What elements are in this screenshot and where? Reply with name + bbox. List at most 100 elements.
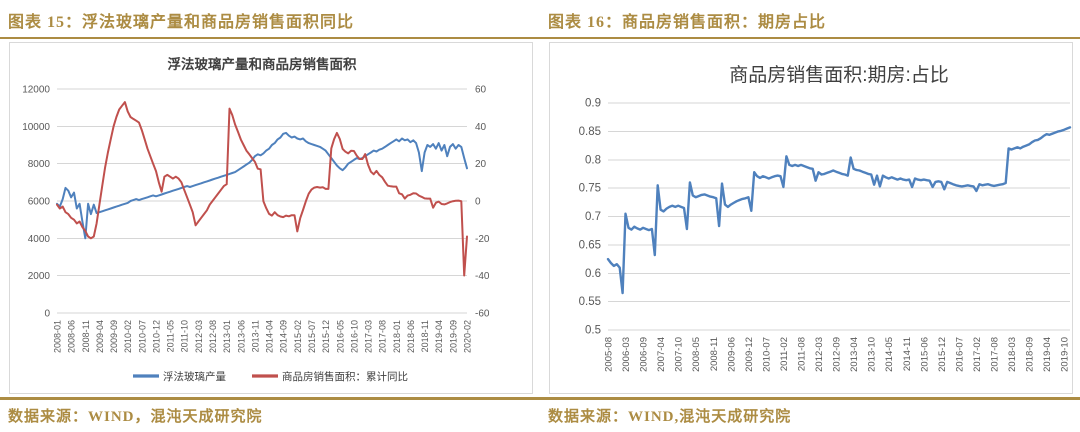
svg-text:2020-02: 2020-02: [463, 320, 473, 353]
svg-text:2010-02: 2010-02: [123, 320, 133, 353]
svg-text:2011-05: 2011-05: [166, 320, 176, 352]
svg-text:2007-10: 2007-10: [674, 337, 685, 372]
svg-text:0.75: 0.75: [579, 183, 601, 195]
svg-text:0.55: 0.55: [579, 296, 601, 308]
svg-text:2007-04: 2007-04: [656, 337, 667, 372]
svg-text:-20: -20: [475, 234, 490, 245]
figure-16-panel: 图表 16：商品房销售面积：期房占比 0.5 0.55 0.6 0.65 0.7 0.75…: [540, 0, 1080, 432]
series-line-0: [606, 126, 1072, 295]
svg-text:2015-02: 2015-02: [293, 320, 303, 353]
svg-text:2017-08: 2017-08: [989, 337, 1000, 372]
svg-text:60: 60: [475, 85, 487, 96]
svg-text:2009-09: 2009-09: [109, 320, 119, 353]
svg-text:10000: 10000: [22, 122, 50, 133]
float-glass-chart: 0 2000 4000 6000 8000 10000 12000 -60 -40 -20 0 20 4…: [22, 56, 490, 383]
svg-text:2012-09: 2012-09: [832, 337, 843, 372]
svg-text:0.9: 0.9: [585, 98, 601, 110]
series-line-0: [56, 131, 468, 240]
svg-text:2016-10: 2016-10: [349, 320, 359, 353]
svg-text:2012-03: 2012-03: [194, 320, 204, 353]
svg-text:2010-12: 2010-12: [151, 320, 161, 353]
legend-label-0: 浮法玻璃产量: [163, 370, 226, 383]
svg-text:-40: -40: [475, 271, 490, 282]
svg-text:2016-07: 2016-07: [954, 337, 965, 372]
svg-text:2013-11: 2013-11: [250, 320, 260, 352]
svg-text:2017-03: 2017-03: [364, 320, 374, 353]
svg-text:2019-09: 2019-09: [448, 320, 458, 353]
svg-text:2014-04: 2014-04: [265, 320, 275, 353]
gridlines: [608, 102, 1070, 331]
svg-text:2013-10: 2013-10: [867, 337, 878, 372]
svg-text:2009-12: 2009-12: [744, 337, 755, 372]
svg-text:2000: 2000: [28, 271, 51, 282]
figure-15-panel: 图表 15：浮法玻璃产量和商品房销售面积同比 0 2000 4000 6000 8000…: [0, 14, 540, 425]
figure-15-source-rule: [0, 397, 540, 400]
svg-text:2005-08: 2005-08: [604, 337, 615, 372]
svg-text:2018-06: 2018-06: [406, 320, 416, 353]
svg-text:0.65: 0.65: [579, 239, 601, 251]
svg-text:2011-02: 2011-02: [779, 337, 790, 371]
svg-text:2018-01: 2018-01: [392, 320, 402, 353]
svg-text:20: 20: [475, 159, 487, 170]
svg-text:0: 0: [475, 197, 481, 208]
svg-text:2018-03: 2018-03: [1007, 337, 1018, 372]
svg-text:6000: 6000: [28, 197, 51, 208]
svg-text:8000: 8000: [28, 159, 51, 170]
y-axis-labels: 0.5 0.55 0.6 0.65 0.7 0.75 0.8 0.85 0.9: [579, 98, 601, 337]
svg-text:2010-07: 2010-07: [137, 320, 147, 353]
svg-text:2015-06: 2015-06: [919, 337, 930, 372]
x-axis-labels: 2005-08 2006-03 2006-09 2007-04 2007-10 2008-…: [604, 337, 1071, 372]
y-axis-labels: 0 2000 4000 6000 8000 10000 12000: [22, 85, 50, 320]
figure-16-source: 数据来源：WIND,混沌天成研究院: [548, 409, 792, 425]
svg-text:2019-04: 2019-04: [434, 320, 444, 353]
svg-text:2017-08: 2017-08: [378, 320, 388, 353]
svg-text:2017-02: 2017-02: [972, 337, 983, 372]
svg-text:0: 0: [44, 309, 50, 320]
svg-text:4000: 4000: [28, 234, 51, 245]
svg-text:2006-03: 2006-03: [621, 337, 632, 372]
figure-16-chart-box: 0.5 0.55 0.6 0.65 0.7 0.75 0.8 0.85 0.9 2005-08 20…: [549, 42, 1073, 394]
svg-text:2006-09: 2006-09: [639, 337, 650, 372]
x-axis-labels: 2008-01 2008-06 2008-11 2009-04 2009-09 2010-…: [53, 320, 473, 353]
svg-text:2013-06: 2013-06: [236, 320, 246, 353]
svg-text:2008-01: 2008-01: [53, 320, 63, 353]
svg-text:2018-11: 2018-11: [420, 320, 430, 352]
legend-label-1: 商品房销售面积：累计同比: [282, 370, 408, 383]
svg-text:2009-06: 2009-06: [726, 337, 737, 372]
svg-text:2012-08: 2012-08: [208, 320, 218, 353]
svg-text:40: 40: [475, 122, 487, 133]
svg-text:2015-07: 2015-07: [307, 320, 317, 353]
svg-text:2011-08: 2011-08: [796, 337, 807, 371]
svg-text:2014-11: 2014-11: [902, 337, 913, 371]
svg-text:2013-01: 2013-01: [222, 320, 232, 353]
figure-16-title: 图表 16：商品房销售面积：期房占比: [548, 14, 827, 31]
svg-text:2009-04: 2009-04: [95, 320, 105, 353]
svg-text:2008-06: 2008-06: [67, 320, 77, 353]
svg-text:2011-10: 2011-10: [180, 320, 190, 352]
svg-text:2014-05: 2014-05: [884, 337, 895, 372]
figure-15-title-rule: [0, 37, 540, 39]
svg-text:12000: 12000: [22, 85, 50, 96]
svg-text:2010-07: 2010-07: [761, 337, 772, 372]
svg-text:2015-12: 2015-12: [321, 320, 331, 353]
figure-15-source: 数据来源：WIND，混沌天成研究院: [8, 409, 263, 425]
figure-16-title-rule: [540, 37, 1080, 39]
figure-15-title: 图表 15：浮法玻璃产量和商品房销售面积同比: [8, 14, 355, 31]
chart-inner-title: 商品房销售面积:期房:占比: [729, 64, 949, 86]
secondary-y-axis-labels: -60 -40 -20 0 20 40 60: [475, 85, 490, 320]
svg-text:0.8: 0.8: [585, 154, 601, 166]
series-line-1: [56, 101, 468, 277]
svg-text:2008-05: 2008-05: [691, 337, 702, 372]
svg-text:2019-10: 2019-10: [1060, 337, 1071, 372]
svg-text:2014-09: 2014-09: [279, 320, 289, 353]
chart-legend: 浮法玻璃产量 商品房销售面积：累计同比: [133, 370, 408, 383]
svg-text:2016-05: 2016-05: [335, 320, 345, 353]
gridlines: [57, 88, 467, 314]
figure-15-chart-box: 0 2000 4000 6000 8000 10000 12000 -60 -40 -20 0 20 4…: [9, 42, 533, 394]
svg-text:0.85: 0.85: [579, 126, 601, 138]
chart-inner-title: 浮法玻璃产量和商品房销售面积: [168, 56, 357, 72]
svg-text:2012-03: 2012-03: [814, 337, 825, 372]
figure-16-source-rule: [540, 397, 1080, 400]
